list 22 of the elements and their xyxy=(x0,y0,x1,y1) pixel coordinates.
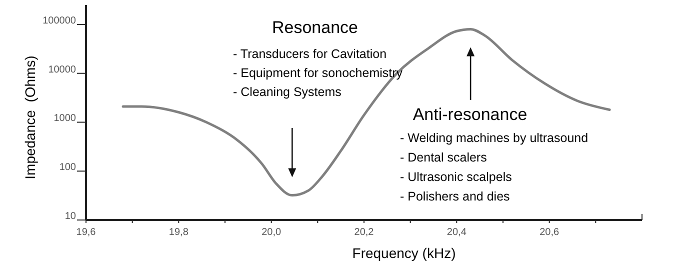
x-tick-label: 20,2 xyxy=(354,227,374,238)
y-tick-label: 100 xyxy=(59,162,76,174)
y-axis-title: Impedance (Ohms) xyxy=(22,56,38,180)
annotation: - Polishers and dies xyxy=(400,190,510,204)
annotation: Anti-resonance xyxy=(412,105,528,124)
annotation: Resonance xyxy=(272,18,358,37)
annotation: - Cleaning Systems xyxy=(233,85,342,99)
y-tick-label: 1000 xyxy=(54,113,76,124)
annotation: - Transducers for Cavitation xyxy=(233,47,387,61)
x-axis-title: Frequency (kHz) xyxy=(352,245,456,261)
y-tick-label: 10000 xyxy=(48,64,76,76)
x-tick-label: 19,8 xyxy=(168,227,189,238)
annotation: - Ultrasonic scalpels xyxy=(400,170,512,184)
annotation: - Dental scalers xyxy=(400,150,487,164)
x-tick-label: 20,4 xyxy=(446,227,467,238)
x-tick-label: 19,6 xyxy=(76,227,96,238)
x-tick-label: 20,6 xyxy=(540,227,560,238)
annotation: - Equipment for sonochemistry xyxy=(233,66,404,80)
annotation: - Welding machines by ultrasound xyxy=(400,131,588,145)
x-tick-label: 20,0 xyxy=(262,227,282,238)
y-tick-label: 100000 xyxy=(42,15,76,26)
y-tick-label: 10 xyxy=(64,211,76,222)
